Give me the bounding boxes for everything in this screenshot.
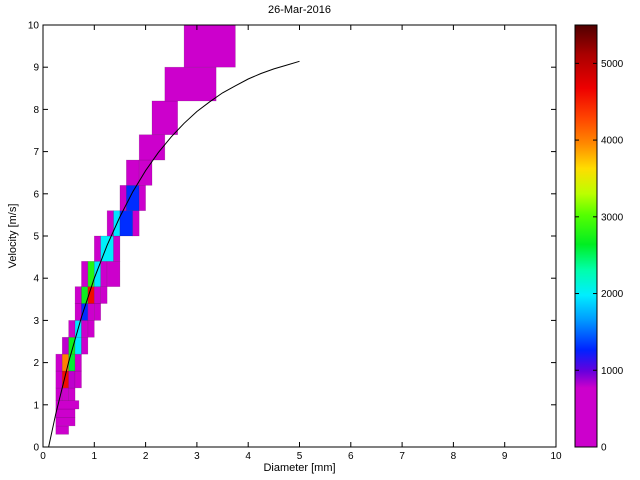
heatmap-cell: [138, 134, 166, 161]
x-tick-label: 2: [143, 451, 149, 462]
x-tick-label: 8: [451, 451, 457, 462]
heatmap-cell: [94, 286, 102, 304]
heatmap-cell: [55, 417, 76, 427]
heatmap-cell: [61, 387, 69, 401]
heatmap-cell: [100, 261, 108, 287]
heatmap-cell: [87, 261, 95, 287]
x-tick-label: 0: [40, 451, 46, 462]
colorbar-border: [574, 24, 598, 448]
x-ticks: 0 1 2 3 4 5 6 7 8 9 10: [40, 25, 562, 462]
heatmap-cell: [87, 320, 95, 338]
y-tick-label: 6: [33, 189, 39, 200]
heatmap-cell: [61, 336, 69, 355]
heatmap-cell: [132, 210, 140, 237]
heatmap-cell: [55, 370, 63, 389]
y-tick-label: 2: [33, 358, 39, 369]
colorbar: [575, 25, 597, 447]
x-tick-label: 1: [92, 451, 98, 462]
y-tick-label: 9: [33, 63, 39, 74]
x-tick-label: 10: [550, 451, 562, 462]
heatmap-cell: [55, 425, 69, 435]
heatmap-cell: [94, 235, 102, 262]
heatmap-cell: [138, 185, 146, 211]
y-tick-label: 4: [33, 274, 39, 285]
heatmap-cell: [74, 370, 82, 389]
heatmap-cell: [94, 303, 102, 321]
heatmap-cell: [74, 303, 82, 321]
heatmap-cell: [113, 235, 121, 262]
chart-title: 26-Mar-2016: [268, 4, 331, 16]
x-tick-label: 5: [297, 451, 303, 462]
heatmap-cell: [74, 353, 82, 372]
y-tick-label: 5: [33, 232, 39, 243]
heatmap-cell: [106, 261, 121, 287]
y-tick-label: 3: [33, 316, 39, 327]
heatmap-cell: [119, 210, 134, 237]
colorbar-tick-label: 3000: [601, 212, 624, 223]
colorbar-tick-label: 0: [601, 443, 607, 454]
y-tick-label: 10: [28, 21, 40, 32]
x-tick-label: 3: [194, 451, 200, 462]
y-tick-label: 1: [33, 400, 39, 411]
x-axis-label: Diameter [mm]: [263, 462, 336, 474]
heatmap-cell: [68, 320, 76, 338]
heatmap-cell: [74, 336, 82, 355]
heatmap-cell: [68, 353, 76, 372]
heatmap-cell: [81, 336, 89, 355]
heatmap-cell: [183, 24, 236, 68]
colorbar-tick-label: 5000: [601, 59, 624, 70]
heatmap-cell: [126, 185, 140, 211]
y-tick-label: 7: [33, 147, 39, 158]
heatmap-cell: [87, 303, 95, 321]
colorbar-tick-label: 4000: [601, 136, 624, 147]
heatmap-cell: [126, 159, 140, 186]
y-ticks: 0 1 2 3 4 5 6 7 8 9 10: [28, 21, 556, 454]
x-tick-label: 6: [348, 451, 354, 462]
terminal-velocity-curve: [48, 60, 300, 448]
heatmap-cell: [151, 100, 178, 136]
heatmap-cell: [68, 370, 76, 389]
heatmap-cell: [81, 261, 89, 287]
heatmap-cell: [100, 286, 108, 304]
y-tick-label: 0: [33, 443, 39, 454]
y-tick-label: 8: [33, 105, 39, 116]
x-tick-label: 7: [399, 451, 405, 462]
x-tick-label: 4: [245, 451, 251, 462]
x-tick-label: 9: [502, 451, 508, 462]
heatmap-cell: [164, 66, 217, 102]
heatmap-cell: [55, 400, 80, 410]
colorbar-ticks: 0 1000 2000 3000 4000 5000: [575, 59, 624, 454]
heatmap-cell: [61, 353, 69, 372]
heatmap-cell: [68, 387, 76, 401]
heatmap-cells: [55, 24, 236, 435]
heatmap-cell: [81, 320, 89, 338]
heatmap-cell: [55, 408, 76, 418]
colorbar-tick-label: 1000: [601, 366, 624, 377]
heatmap-cell: [55, 353, 63, 372]
colorbar-tick-label: 2000: [601, 289, 624, 300]
heatmap-cell: [74, 286, 82, 304]
